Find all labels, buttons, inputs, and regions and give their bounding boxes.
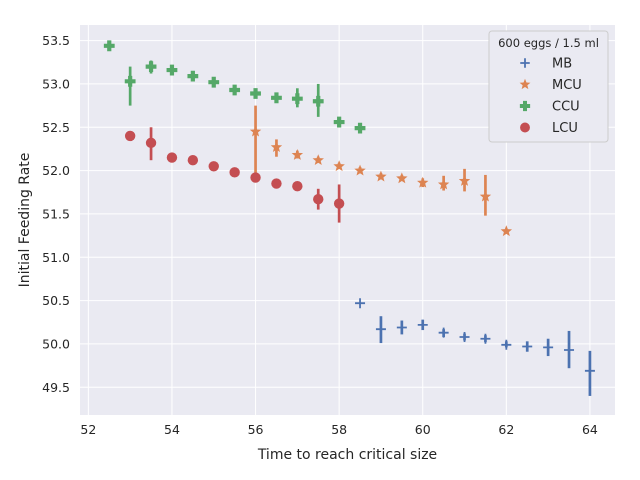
data-point [437,178,450,190]
x-tick-label: 54 [164,422,180,437]
x-tick-label: 62 [498,422,514,437]
legend-label-lcu: LCU [552,121,578,136]
data-point [249,125,262,137]
data-point [417,176,429,188]
series-lcu [124,127,345,223]
data-point [375,170,387,182]
data-point [145,61,157,72]
data-point [271,178,282,189]
data-point [396,322,407,333]
legend-label-mb: MB [552,57,572,72]
data-point [500,225,513,237]
data-point [103,40,115,52]
series-ccu [103,40,366,134]
legend-label-mcu: MCU [552,78,582,93]
data-point [313,194,324,205]
data-point [355,298,366,309]
data-point [333,160,345,172]
data-point [229,167,240,178]
y-tick-label: 51.5 [42,206,70,221]
data-point [458,175,471,186]
data-point [292,181,303,192]
data-point [480,333,491,344]
data-point [270,141,283,153]
data-point [208,161,219,172]
legend-title: 600 eggs / 1.5 ml [498,36,599,50]
data-point [166,152,178,163]
y-axis-label: Initial Feeding Rate [17,153,33,288]
data-point [564,345,575,355]
y-tick-label: 49.5 [42,380,70,395]
data-point [354,164,366,176]
x-tick-label: 56 [248,422,264,437]
data-point [250,172,261,183]
x-tick-label: 52 [80,422,96,437]
data-point [501,339,512,350]
data-point [208,76,220,88]
data-point [166,64,178,76]
data-point [354,122,366,134]
data-point [124,130,136,142]
data-point [333,116,345,128]
data-point [145,137,157,149]
data-point [312,154,324,166]
y-tick-label: 53.0 [42,76,70,91]
data-point [312,95,324,107]
data-point [438,327,449,338]
series-mb [355,298,595,396]
data-point [229,84,241,96]
data-point [479,190,492,202]
legend-marker-ccu [519,100,531,112]
data-point [124,75,136,87]
legend-marker-lcu [520,122,530,133]
x-tick-label: 58 [331,422,347,437]
y-tick-label: 52.5 [42,120,70,135]
data-point [187,70,199,82]
tick-labels: 52 54 56 58 60 62 64 49.5 50.0 50.5 51.0 51.5 52.0 52… [42,33,598,437]
data-layer [103,40,595,396]
series-mcu [249,105,513,237]
x-axis-label: Time to reach critical size [257,447,437,463]
legend-box [488,30,609,143]
data-point [584,365,595,376]
legend-items: MB MCU CCU LCU [519,57,582,136]
y-tick-label: 52.0 [42,163,70,178]
data-point [333,198,345,209]
x-tick-label: 64 [582,422,598,437]
data-point [522,341,533,352]
data-point [543,342,554,353]
data-point [250,88,261,99]
y-tick-label: 50.0 [42,336,70,351]
legend-marker-mb [520,58,530,68]
data-point [459,332,470,342]
data-point [291,93,303,105]
data-point [396,172,408,184]
data-point [417,319,428,330]
legend: 600 eggs / 1.5 ml MB MCU CCU LCU [488,30,609,143]
y-tick-label: 53.5 [42,33,70,48]
x-tick-label: 60 [415,422,431,437]
data-point [291,149,304,160]
y-tick-label: 51.0 [42,250,70,265]
data-point [271,92,282,104]
data-point [375,324,386,335]
legend-marker-mcu [519,78,531,90]
y-tick-label: 50.5 [42,293,70,308]
data-point [187,155,199,166]
legend-label-ccu: CCU [552,100,580,115]
